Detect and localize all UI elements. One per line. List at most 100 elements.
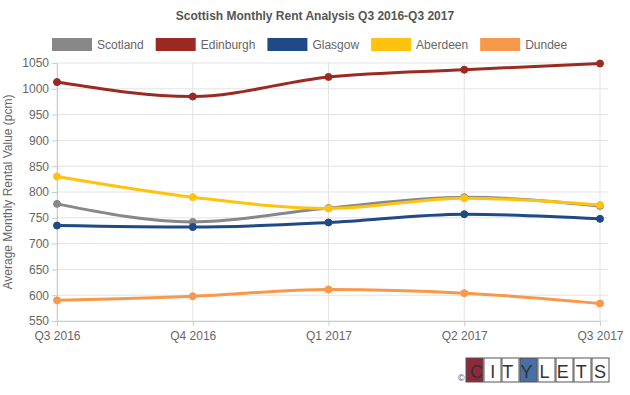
series-marker <box>325 286 332 293</box>
y-tick-label: 700 <box>29 237 49 251</box>
series-marker <box>54 200 61 207</box>
y-tick-label: 850 <box>29 160 49 174</box>
series-marker <box>54 79 61 86</box>
logo: © CITYLETS <box>458 358 609 383</box>
legend-item: Dundee <box>480 38 567 52</box>
grid-line <box>57 269 608 270</box>
y-tick-mark <box>52 269 57 270</box>
grid-line <box>57 88 608 89</box>
grid-line <box>57 166 608 167</box>
series-marker <box>461 195 468 202</box>
y-tick: 700 <box>29 237 57 251</box>
legend-item: Edinburgh <box>156 38 256 52</box>
x-tick-mark <box>329 321 330 326</box>
x-axis: Q3 2016 Q4 2016 Q1 2017 Q2 2017 Q3 2017 <box>34 321 623 343</box>
grid-line <box>57 295 608 296</box>
legend-swatch <box>52 38 92 51</box>
series-line <box>57 64 600 97</box>
x-tick-label: Q1 2017 <box>306 329 352 343</box>
y-tick-label: 1000 <box>22 82 49 96</box>
y-tick-label: 950 <box>29 108 49 122</box>
y-tick-mark <box>52 295 57 296</box>
series-marker <box>597 201 604 208</box>
copyright: © <box>458 373 465 383</box>
y-tick-mark <box>52 140 57 141</box>
legend-item: Scotland <box>52 38 144 52</box>
series-marker <box>597 300 604 307</box>
y-tick-mark <box>52 192 57 193</box>
y-tick: 750 <box>29 211 57 225</box>
y-tick-label: 1050 <box>22 56 49 70</box>
x-tick-label: Q3 2016 <box>34 329 80 343</box>
series-marker <box>461 211 468 218</box>
x-tick-label: Q3 2017 <box>577 329 623 343</box>
legend: Scotland Edinburgh Glasgow Aberdeen Dundee <box>52 38 568 52</box>
x-tick-label: Q4 2016 <box>170 329 216 343</box>
logo-text: CITYLETS <box>470 362 606 382</box>
y-tick: 900 <box>29 134 57 148</box>
y-tick-mark <box>52 115 57 116</box>
series-marker <box>189 93 196 100</box>
y-tick-mark <box>52 321 57 322</box>
grid-line <box>57 140 608 141</box>
y-tick-mark <box>52 63 57 64</box>
y-tick-label: 550 <box>29 314 49 328</box>
x-tick: Q2 2017 <box>442 321 488 343</box>
series-marker <box>461 66 468 73</box>
x-tick: Q3 2016 <box>34 321 80 343</box>
series-marker <box>325 205 332 212</box>
series-marker <box>325 73 332 80</box>
series-marker <box>461 290 468 297</box>
y-tick-mark <box>52 244 57 245</box>
series-marker <box>189 293 196 300</box>
x-tick-mark <box>600 321 601 326</box>
legend-swatch <box>156 38 196 51</box>
y-tick: 1050 <box>22 56 57 70</box>
grid-line <box>464 63 465 321</box>
grid-line <box>57 114 608 115</box>
x-tick: Q4 2016 <box>170 321 216 343</box>
y-tick-label: 750 <box>29 211 49 225</box>
y-tick-mark <box>52 218 57 219</box>
grid <box>57 63 608 321</box>
y-axis: 550 600 650 700 750 800 850 900 950 1000 1050 <box>22 56 57 328</box>
y-tick: 550 <box>29 314 57 328</box>
y-tick-label: 600 <box>29 289 49 303</box>
legend-label: Edinburgh <box>201 38 256 52</box>
grid-line <box>57 192 608 193</box>
series-marker <box>54 297 61 304</box>
y-tick-mark <box>52 89 57 90</box>
x-tick-label: Q2 2017 <box>442 329 488 343</box>
series-marker <box>189 194 196 201</box>
series-line <box>57 214 600 227</box>
series-line <box>57 177 600 209</box>
y-tick: 800 <box>29 185 57 199</box>
title: Scottish Monthly Rent Analysis Q3 2016-Q… <box>176 9 455 23</box>
series <box>54 211 604 231</box>
series-marker <box>189 224 196 231</box>
legend-label: Glasgow <box>312 38 359 52</box>
series-marker <box>54 173 61 180</box>
series <box>54 60 604 100</box>
series-marker <box>325 204 332 211</box>
y-tick-label: 650 <box>29 263 49 277</box>
y-tick: 1000 <box>22 82 57 96</box>
y-tick-label: 900 <box>29 134 49 148</box>
grid-line <box>328 63 329 321</box>
legend-item: Aberdeen <box>371 38 468 52</box>
series <box>54 173 604 212</box>
series-marker <box>597 215 604 222</box>
legend-swatch <box>371 38 411 51</box>
grid-line <box>57 63 608 64</box>
y-tick-label: 800 <box>29 185 49 199</box>
x-tick-mark <box>464 321 465 326</box>
legend-item: Glasgow <box>267 38 359 52</box>
legend-label: Scotland <box>97 38 144 52</box>
y-tick: 950 <box>29 108 57 122</box>
series <box>54 286 604 307</box>
legend-swatch <box>480 38 520 51</box>
grid-line <box>57 243 608 244</box>
y-tick: 600 <box>29 289 57 303</box>
y-tick: 850 <box>29 160 57 174</box>
series-marker <box>325 219 332 226</box>
